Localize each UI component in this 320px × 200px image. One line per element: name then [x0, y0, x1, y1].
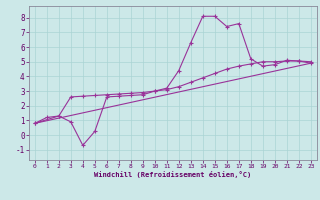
X-axis label: Windchill (Refroidissement éolien,°C): Windchill (Refroidissement éolien,°C)	[94, 171, 252, 178]
